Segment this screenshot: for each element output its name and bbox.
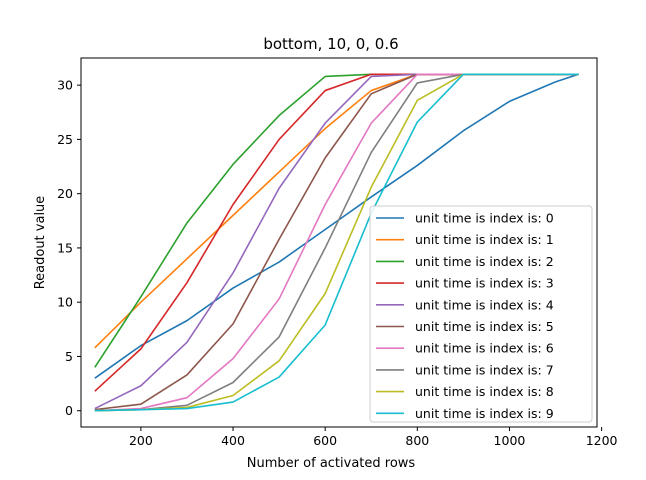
series-line-9 — [94, 73, 579, 412]
legend-label-5: unit time is index is: 5 — [415, 319, 554, 334]
legend-label-7: unit time is index is: 7 — [415, 362, 554, 377]
legend-label-6: unit time is index is: 6 — [415, 341, 554, 356]
y-tick-label: 20 — [57, 186, 73, 201]
legend-box — [369, 205, 593, 423]
series-line-0 — [94, 73, 579, 379]
x-tick-label: 1000 — [494, 433, 526, 448]
x-tick-label: 400 — [221, 433, 245, 448]
chart-title: bottom, 10, 0, 0.6 — [263, 35, 398, 53]
y-tick-label: 10 — [57, 295, 73, 310]
plot-area — [94, 73, 579, 412]
legend: unit time is index is: 0 unit time is ind… — [369, 205, 593, 423]
y-tick-label: 0 — [65, 403, 73, 418]
legend-label-9: unit time is index is: 9 — [415, 406, 554, 421]
y-tick-label: 25 — [57, 132, 73, 147]
legend-label-1: unit time is index is: 1 — [415, 232, 554, 247]
x-axis-label: Number of activated rows — [247, 456, 416, 471]
legend-label-0: unit time is index is: 0 — [415, 211, 554, 226]
legend-label-8: unit time is index is: 8 — [415, 384, 554, 399]
legend-label-4: unit time is index is: 4 — [415, 297, 554, 312]
y-tick-label: 15 — [57, 240, 73, 255]
x-tick-label: 800 — [405, 433, 429, 448]
x-tick-label: 1200 — [586, 433, 618, 448]
legend-label-3: unit time is index is: 3 — [415, 276, 554, 291]
x-tick-label: 600 — [313, 433, 337, 448]
y-axis-label: Readout value — [33, 196, 48, 290]
plot-frame — [80, 57, 598, 428]
y-tick-label: 5 — [65, 349, 73, 364]
legend-label-2: unit time is index is: 2 — [415, 254, 554, 269]
y-tick-label: 30 — [57, 78, 73, 93]
x-tick-label: 200 — [129, 433, 153, 448]
